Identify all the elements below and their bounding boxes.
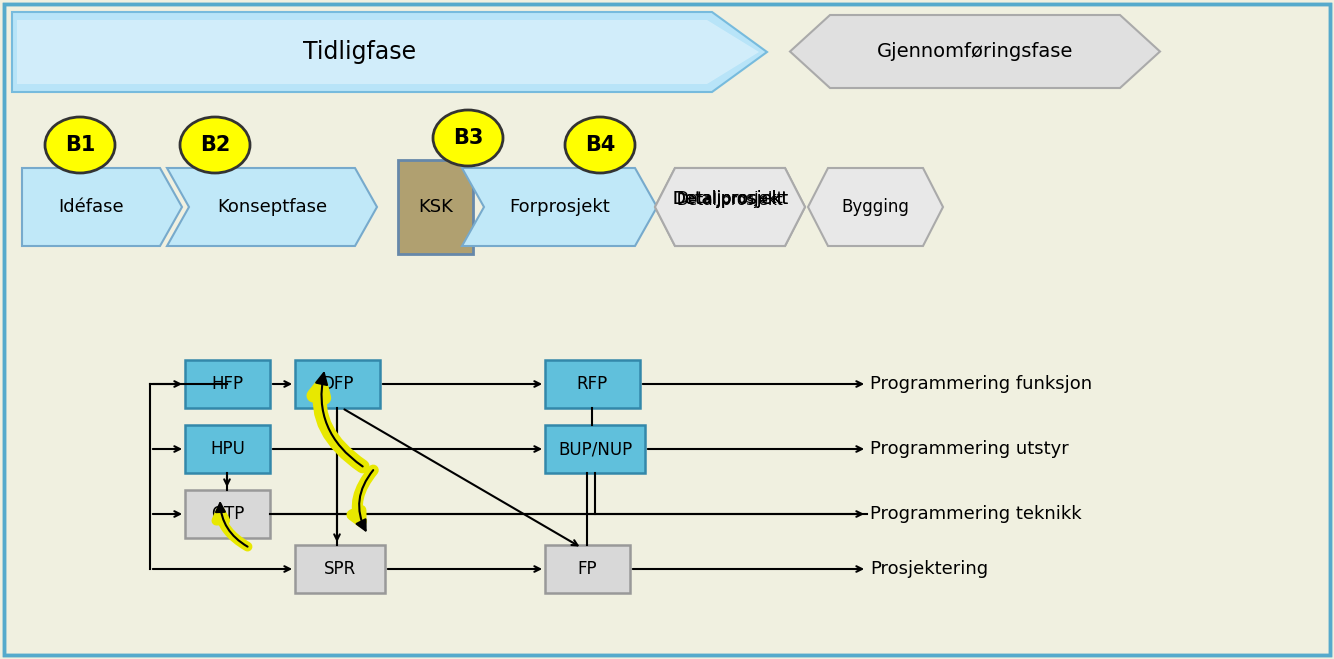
Text: Konseptfase: Konseptfase bbox=[217, 198, 327, 216]
Text: Detaljprosjekt: Detaljprosjekt bbox=[672, 190, 788, 208]
Bar bbox=[295, 545, 386, 593]
Bar bbox=[295, 360, 380, 408]
Polygon shape bbox=[655, 168, 804, 246]
Text: B1: B1 bbox=[65, 135, 95, 155]
Text: DFP: DFP bbox=[321, 375, 354, 393]
Polygon shape bbox=[167, 168, 378, 246]
Text: Programmering teknikk: Programmering teknikk bbox=[870, 505, 1082, 523]
Text: Tidligfase: Tidligfase bbox=[303, 40, 416, 64]
Polygon shape bbox=[790, 15, 1161, 88]
Text: Idéfase: Idéfase bbox=[59, 198, 124, 216]
Polygon shape bbox=[21, 168, 181, 246]
Polygon shape bbox=[808, 168, 943, 246]
Text: B2: B2 bbox=[200, 135, 231, 155]
Polygon shape bbox=[655, 168, 804, 246]
Text: Detaljprosjekt: Detaljprosjekt bbox=[676, 192, 783, 208]
Text: B4: B4 bbox=[584, 135, 615, 155]
Text: RFP: RFP bbox=[576, 375, 608, 393]
Text: Prosjektering: Prosjektering bbox=[870, 560, 988, 578]
Ellipse shape bbox=[45, 117, 115, 173]
Text: Detaljprosjekt: Detaljprosjekt bbox=[672, 190, 788, 208]
Bar bbox=[546, 360, 640, 408]
Polygon shape bbox=[655, 168, 804, 246]
Bar bbox=[185, 425, 269, 473]
Text: HPU: HPU bbox=[209, 440, 245, 458]
Bar bbox=[398, 160, 474, 254]
Ellipse shape bbox=[566, 117, 635, 173]
Text: Detaljprosjekt: Detaljprosjekt bbox=[676, 192, 783, 206]
Text: Forprosjekt: Forprosjekt bbox=[510, 198, 610, 216]
Ellipse shape bbox=[180, 117, 249, 173]
Text: B3: B3 bbox=[452, 128, 483, 148]
Text: Programmering utstyr: Programmering utstyr bbox=[870, 440, 1069, 458]
Ellipse shape bbox=[434, 110, 503, 166]
Text: SPR: SPR bbox=[324, 560, 356, 578]
Text: HFP: HFP bbox=[211, 375, 244, 393]
Text: Programmering funksjon: Programmering funksjon bbox=[870, 375, 1093, 393]
Polygon shape bbox=[17, 20, 759, 84]
Text: Bygging: Bygging bbox=[840, 198, 908, 216]
Bar bbox=[546, 545, 630, 593]
Polygon shape bbox=[462, 168, 658, 246]
Text: FP: FP bbox=[578, 560, 598, 578]
Text: OTP: OTP bbox=[211, 505, 244, 523]
Text: BUP/NUP: BUP/NUP bbox=[558, 440, 632, 458]
Text: KSK: KSK bbox=[418, 198, 454, 216]
Bar bbox=[546, 425, 646, 473]
Text: Gjennomføringsfase: Gjennomføringsfase bbox=[876, 42, 1073, 61]
Bar bbox=[185, 490, 269, 538]
Bar bbox=[185, 360, 269, 408]
Polygon shape bbox=[12, 12, 767, 92]
